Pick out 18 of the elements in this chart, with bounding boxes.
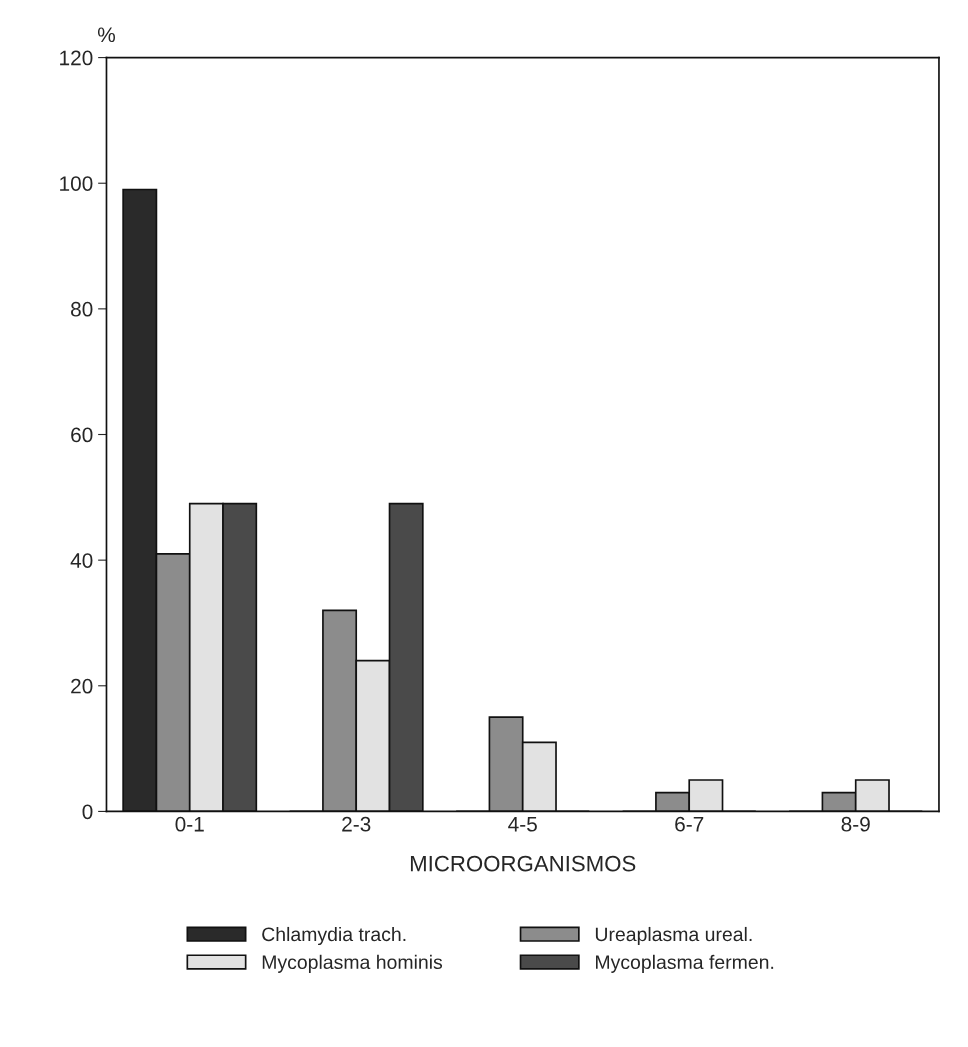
y-tick-label: 100: [60, 176, 93, 191]
y-axis-title: %: [97, 27, 115, 43]
legend-label: Chlamydia trach.: [262, 926, 406, 946]
legend-label: Mycoplasma hominis: [262, 954, 443, 973]
y-tick-label: 0: [82, 804, 93, 820]
legend-label: Ureaplasma ureal.: [595, 926, 752, 946]
x-tick-label: 6-7: [675, 816, 704, 832]
x-tick-label: 0-1: [175, 816, 204, 832]
legend-label: Mycoplasma fermen.: [596, 954, 774, 973]
y-tick-label: 80: [71, 301, 93, 317]
x-tick-label: 2-3: [342, 816, 371, 832]
x-tick-label: 4-5: [508, 817, 537, 832]
y-tick-label: 40: [70, 553, 93, 568]
y-tick-label: 20: [71, 678, 93, 694]
x-axis-title: MICROORGANISMOS: [410, 855, 636, 872]
y-tick-label: 120: [60, 50, 93, 66]
x-tick-label: 8-9: [841, 816, 870, 832]
y-tick-label: 60: [71, 427, 93, 443]
